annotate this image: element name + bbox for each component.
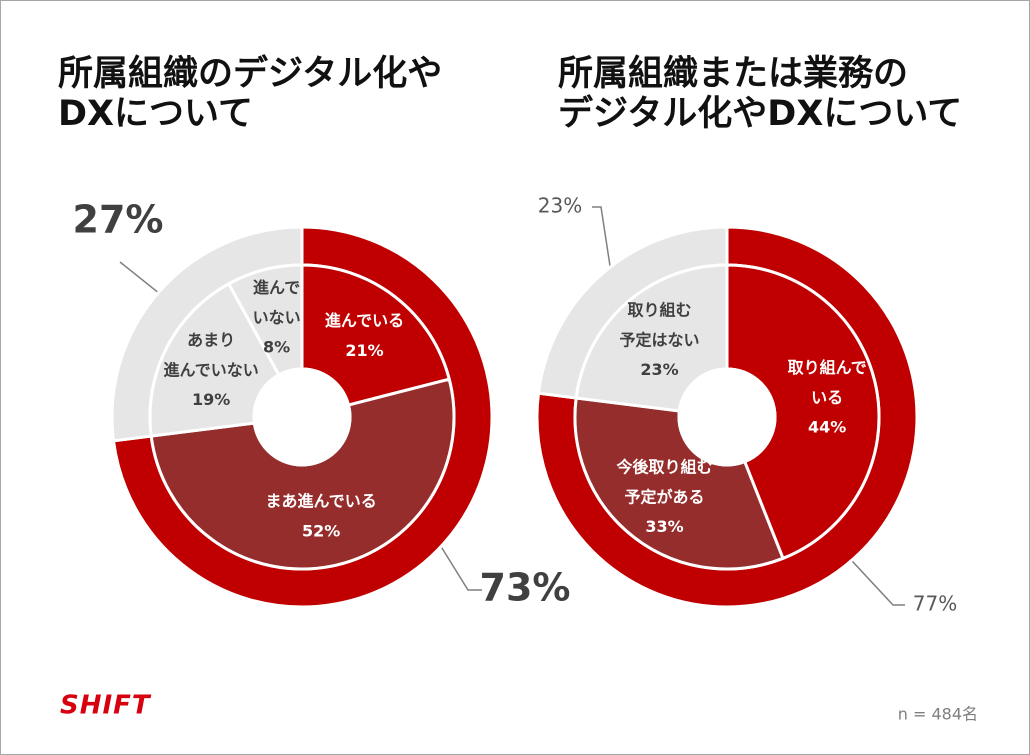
slice-value-label: 52% — [302, 522, 340, 541]
slice-value-label: 19% — [192, 390, 230, 409]
slice-value-label: 44% — [808, 417, 846, 436]
outer-value-label: 27% — [73, 198, 164, 242]
slice-value-label: 8% — [263, 338, 290, 357]
slice-category-label: 進んでいない — [253, 278, 301, 327]
chart-title: 所属組織または業務のデジタル化やDXについて — [558, 54, 962, 134]
leader-lines — [119, 206, 905, 606]
leader-line — [431, 531, 482, 591]
leader-line — [592, 206, 615, 293]
slice-category-label: 進んでいる — [325, 311, 404, 330]
slice-value-label: 23% — [640, 360, 678, 379]
slice-category-label: 取り組む予定はない — [620, 300, 700, 349]
chart-title: 所属組織のデジタル化や DXについて — [58, 53, 442, 134]
outer-value-label: 73% — [480, 566, 571, 610]
leader-line — [839, 547, 905, 606]
slice-value-label: 21% — [345, 341, 383, 360]
slice-category-label: まあ進んでいる — [266, 492, 377, 511]
slice-value-label: 33% — [645, 517, 683, 536]
outer-value-label: 23% — [538, 194, 582, 218]
slice-category-label: あまり進んでいない — [164, 330, 259, 379]
sample-note: n = 484名 — [898, 705, 978, 724]
slice-category-label: 今後取り組む予定がある — [615, 457, 712, 506]
outer-value-label: 77% — [913, 592, 957, 616]
logo: SHIFT — [60, 691, 152, 721]
donut-hole — [677, 367, 777, 467]
donut-hole — [252, 367, 352, 467]
slice-category-label: 取り組んでいる — [788, 357, 867, 406]
